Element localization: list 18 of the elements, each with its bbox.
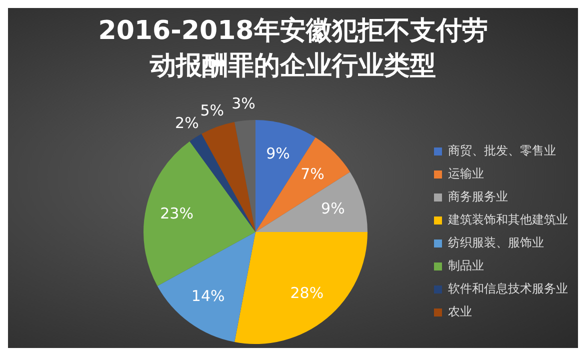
legend-label: 制品业 <box>448 258 484 273</box>
data-label: 2% <box>175 114 199 132</box>
data-label: 9% <box>266 144 290 162</box>
chart-title: 2016-2018年安徽犯拒不支付劳动报酬罪的企业行业类型 <box>97 15 489 83</box>
legend-label: 建筑装饰和其他建筑业 <box>447 212 568 227</box>
legend-label: 纺织服装、服饰业 <box>448 236 544 250</box>
legend-label: 运输业 <box>448 166 484 181</box>
data-label: 7% <box>300 164 324 183</box>
data-label: 23% <box>160 204 194 222</box>
legend-label: 软件和信息技术服务业 <box>448 282 568 296</box>
legend-label: 农业 <box>448 304 472 319</box>
legend-label: 商贸、批发、零售业 <box>448 144 556 158</box>
data-label: 3% <box>232 94 256 112</box>
data-label: 14% <box>191 287 225 306</box>
data-label: 9% <box>321 199 345 218</box>
legend-label: 商务服务业 <box>448 190 508 204</box>
data-label: 28% <box>290 284 324 302</box>
data-label: 5% <box>200 101 224 120</box>
